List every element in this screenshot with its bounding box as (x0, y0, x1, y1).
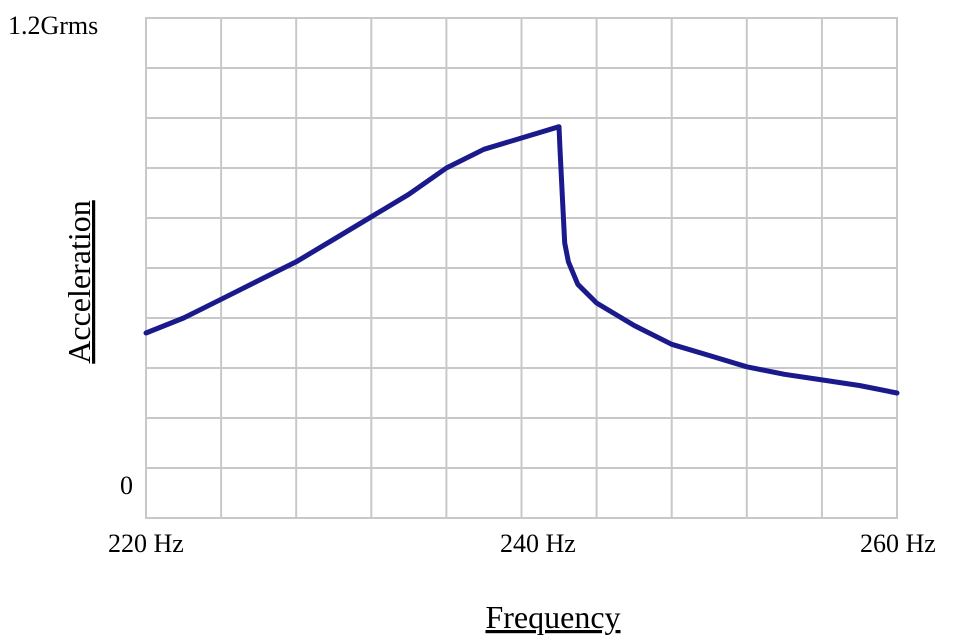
plot-frame (145, 17, 898, 519)
x-axis-title: Frequency (485, 599, 620, 635)
y-tick-label-top: 1.2Grms (8, 11, 98, 40)
x-tick-label-260: 260 Hz (860, 529, 936, 558)
series-line-0 (143, 124, 900, 396)
data-series (143, 124, 900, 396)
grid (146, 18, 897, 518)
y-tick-label-zero: 0 (120, 471, 133, 500)
x-tick-label-220: 220 Hz (108, 529, 184, 558)
y-axis-title: Acceleration (61, 200, 97, 363)
x-tick-label-240: 240 Hz (500, 529, 576, 558)
plot-border (145, 17, 898, 519)
